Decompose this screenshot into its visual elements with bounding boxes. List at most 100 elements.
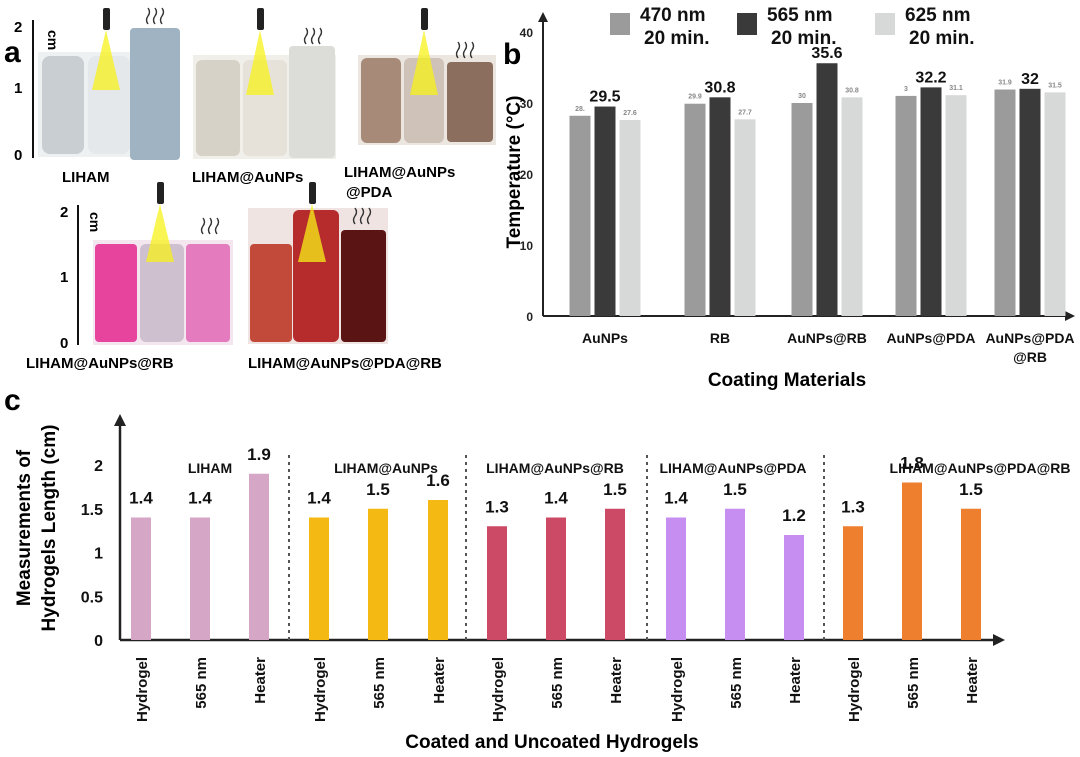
chart-c-y-tick-label: 2	[94, 458, 103, 475]
chart-b-bars: 28. 29.9 30 3 31.9 29.5 30.8 35.6 32.2 32 27.6 27.7…	[569, 45, 1075, 365]
chart-b-bar	[684, 103, 706, 317]
heat-waves-icon	[145, 7, 475, 235]
scale-bar-bottom: 2 1 0 cm	[60, 204, 103, 352]
chart-b-legend-swatch	[875, 13, 895, 35]
chart-b-bar	[994, 89, 1016, 316]
photo-liham-aunps-pda-gel-3	[447, 62, 493, 142]
chart-c-tick-label: 565 nm	[728, 657, 745, 709]
chart-c-tick-label: Hydrogel	[134, 657, 151, 722]
chart-b-bar	[816, 63, 838, 316]
chart-c-axes: 0 0.5 1 1.5 2	[81, 414, 1005, 650]
chart-b-legend-swatch	[610, 13, 630, 35]
photo-liham-aunps-pda-rb-gel-1	[250, 244, 292, 342]
chart-c-bar	[428, 500, 448, 640]
chart-c-tick-label: Hydrogel	[490, 657, 507, 722]
scale-tick-bottom-1: 1	[60, 269, 68, 286]
chart-c-data-label: 1.8	[900, 454, 924, 473]
chart-c-group-title: LIHAM@AuNPs@RB	[486, 460, 624, 476]
chart-b-data-label: 32	[1021, 71, 1039, 88]
chart-b-data-label: 27.6	[623, 110, 637, 117]
chart-b-y-tick-label: 0	[526, 310, 533, 324]
photo-liham-aunps-label: LIHAM@AuNPs	[192, 169, 303, 186]
chart-c-group-title: LIHAM	[188, 460, 232, 476]
chart-c-bar	[368, 508, 388, 640]
chart-c-bar	[902, 482, 922, 640]
chart-c-tick-label: Heater	[252, 657, 269, 704]
chart-c-bar	[725, 508, 745, 640]
scale-tick-top-1: 1	[14, 80, 22, 97]
scale-tick-bottom-2: 2	[60, 204, 68, 221]
chart-b-bar	[841, 97, 863, 316]
chart-b-data-label: 29.5	[589, 89, 620, 106]
photo-liham-aunps-gel-3	[289, 46, 335, 158]
chart-c-x-axis-label: Coated and Uncoated Hydrogels	[405, 732, 699, 753]
chart-c-bar	[131, 517, 151, 640]
chart-b-data-label: 3	[904, 86, 908, 93]
chart-c-tick-label: 565 nm	[193, 657, 210, 709]
photo-liham-aunps-gel-1	[196, 60, 240, 156]
chart-b-y-tick-label: 10	[520, 239, 534, 253]
chart-b-bar	[920, 87, 942, 316]
chart-c-bars: LIHAM 1.4 Hydrogel 1.4 565 nm 1.9 Heater LIHAM@…	[129, 445, 1070, 722]
scale-unit-top: cm	[45, 30, 61, 50]
chart-c-data-label: 1.3	[841, 497, 865, 516]
chart-b-legend-label-line2: 20 min.	[644, 28, 709, 49]
chart-c-bar	[961, 508, 981, 640]
laser-icons	[92, 7, 475, 262]
photo-liham-gel-3	[130, 28, 180, 160]
scale-tick-top-2: 2	[14, 19, 22, 36]
panel-a-letter: a	[4, 36, 21, 69]
chart-c-data-label: 1.5	[603, 480, 627, 499]
chart-c-tick-label: Heater	[431, 657, 448, 704]
laser-pointer-icon	[92, 8, 120, 90]
chart-c-data-label: 1.3	[485, 497, 509, 516]
chart-b-x-axis-label: Coating Materials	[708, 370, 866, 391]
chart-b-data-label: 30.8	[704, 79, 735, 96]
chart-b-data-label: 31.1	[949, 85, 963, 92]
chart-b-bar	[734, 119, 756, 316]
chart-c-tick-label: Heater	[787, 657, 804, 704]
chart-b-bar	[945, 95, 967, 316]
chart-b-data-label: 30.8	[845, 87, 859, 94]
chart-c-data-label: 1.5	[959, 480, 983, 499]
chart-c-group-title: LIHAM@AuNPs@PDA	[659, 460, 806, 476]
chart-b-legend-label-line2: 20 min.	[909, 28, 974, 49]
photo-liham-aunps-pda-rb-gel-3	[341, 230, 386, 342]
chart-c-bar	[784, 535, 804, 640]
chart-b-category-label: AuNPs@PDA	[985, 330, 1074, 346]
chart-c-bar	[309, 517, 329, 640]
chart-c-data-label: 1.5	[723, 480, 747, 499]
laser-pointer-icon	[146, 182, 174, 262]
chart-c-tick-label: 565 nm	[371, 657, 388, 709]
laser-pointer-icon	[410, 8, 438, 95]
chart-c-data-label: 1.4	[129, 489, 153, 508]
photo-liham-aunps-rb-label: LIHAM@AuNPs@RB	[26, 355, 174, 372]
chart-b-y-tick-label: 20	[520, 168, 534, 182]
chart-c-bar	[546, 517, 566, 640]
chart-c-data-label: 1.4	[664, 489, 688, 508]
chart-c-group-title: LIHAM@AuNPs@PDA@RB	[890, 460, 1071, 476]
scale-tick-top-0: 0	[14, 147, 22, 164]
chart-c-y-tick-label: 0	[94, 633, 103, 650]
laser-pointer-icon	[246, 8, 274, 95]
chart-b-bar	[619, 120, 641, 316]
photo-liham-aunps-rb-gel-2	[140, 244, 184, 342]
scale-bar-top: 2 1 0 cm	[14, 19, 61, 164]
chart-b-bar	[1044, 92, 1066, 316]
chart-c-tick-label: Hydrogel	[312, 657, 329, 722]
chart-c-y-axis-label-line1: Measurements of	[14, 449, 35, 606]
photo-liham-label: LIHAM	[62, 169, 110, 186]
chart-b-legend-label-line1: 625 nm	[905, 5, 970, 26]
chart-c-x-axis-arrow-icon	[993, 634, 1005, 646]
photo-liham-aunps-pda-label-2: @PDA	[346, 184, 392, 201]
chart-c-bar	[249, 473, 269, 640]
chart-c-data-label: 1.4	[544, 489, 568, 508]
chart-c-data-label: 1.2	[782, 506, 806, 525]
chart-c-data-label: 1.6	[426, 471, 450, 490]
chart-b-data-label: 29.9	[688, 94, 702, 101]
chart-c-y-tick-label: 0.5	[81, 589, 103, 606]
chart-c-group-title: LIHAM@AuNPs	[334, 460, 438, 476]
chart-b-legend-label-line1: 565 nm	[767, 5, 832, 26]
chart-b-data-label: 31.9	[998, 80, 1012, 87]
chart-c-tick-label: Hydrogel	[846, 657, 863, 722]
